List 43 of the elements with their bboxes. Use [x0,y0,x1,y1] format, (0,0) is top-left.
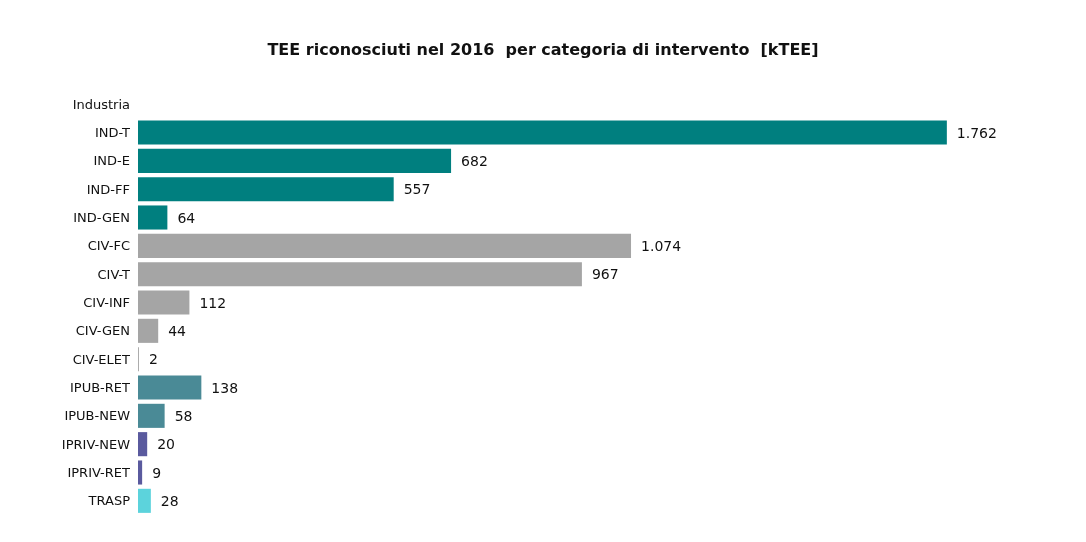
y-tick-label: Industria [72,96,130,112]
bar [138,375,202,400]
data-label: 682 [461,152,488,169]
data-label: 28 [160,492,179,509]
data-label: 58 [174,407,193,424]
bar [138,148,452,173]
data-label: 557 [403,181,431,198]
data-label: 20 [157,436,176,453]
bar [138,488,151,513]
y-tick-label: CIV-FC [87,238,130,254]
data-label: 112 [199,294,227,311]
y-tick-label: IPUB-NEW [64,408,131,424]
y-tick-label: IND-E [93,153,130,169]
bar [138,460,143,485]
data-label: 138 [211,379,239,396]
y-tick-label: CIV-INF [83,295,130,310]
y-tick-label: IND-FF [86,181,130,197]
bar [138,262,582,287]
data-label: 2 [148,351,158,368]
y-tick-label: IND-GEN [73,210,130,225]
bar [138,432,148,457]
y-tick-label: TRASP [87,493,131,509]
y-tick-label: IPUB-RET [70,380,131,395]
y-tick-label: IPRIV-NEW [61,436,131,452]
data-label: 64 [177,209,196,226]
bar [138,233,632,258]
y-tick-label: CIV-GEN [75,323,130,339]
y-tick-label: CIV-T [97,266,131,282]
data-label: 1.762 [956,124,997,141]
bar [138,318,159,343]
y-tick-label: IPRIV-RET [67,465,131,480]
bar [138,290,190,315]
chart-title: TEE riconosciuti nel 2016 per categoria di intervento [kTEE] [267,39,819,59]
data-label: 44 [168,322,187,339]
bar [138,177,394,202]
y-tick-label: CIV-ELET [72,351,131,367]
bar [138,205,168,230]
bar [138,120,947,145]
data-label: 967 [591,266,619,283]
bar [138,403,165,428]
y-tick-label: IND-T [94,125,131,140]
data-label: 9 [152,464,162,481]
data-label: 1.074 [641,237,682,254]
